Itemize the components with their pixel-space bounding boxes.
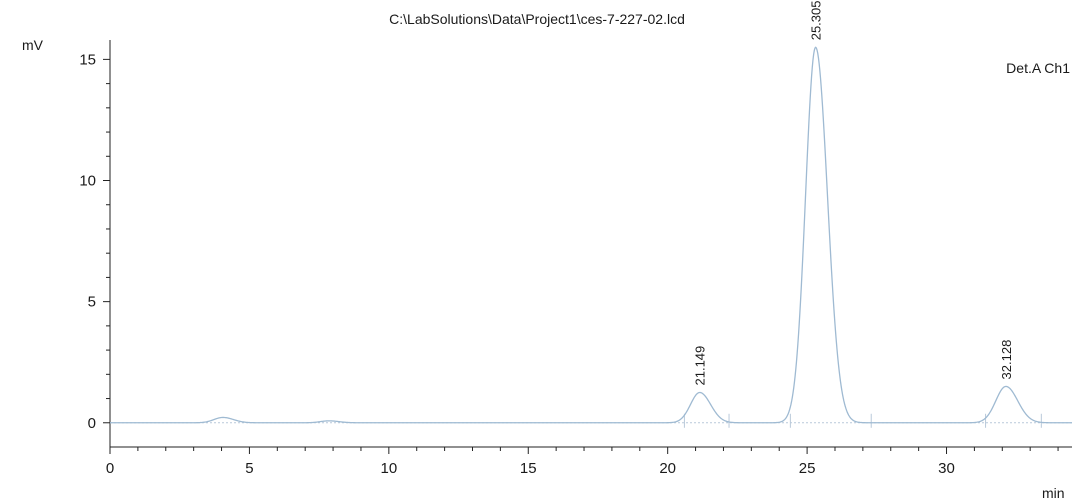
x-tick-label: 30 xyxy=(938,460,955,477)
chart-title: C:\LabSolutions\Data\Project1\ces-7-227-… xyxy=(389,11,685,27)
signal-trace xyxy=(110,46,1072,424)
x-axis-label: min xyxy=(1042,485,1065,500)
y-tick-label: 0 xyxy=(88,415,96,432)
x-tick-label: 20 xyxy=(659,460,676,477)
y-tick-label: 15 xyxy=(79,51,96,68)
x-tick-label: 15 xyxy=(520,460,537,477)
x-tick-label: 5 xyxy=(245,460,253,477)
y-tick-label: 10 xyxy=(79,173,96,190)
x-axis: 0 5 10 15 20 25 30 xyxy=(106,447,1059,477)
peak-label: 25.305 xyxy=(809,1,824,41)
legend-series-label: Det.A Ch1 xyxy=(1006,60,1070,76)
x-tick-label: 10 xyxy=(380,460,397,477)
series-layer xyxy=(110,46,1072,424)
x-tick-label: 25 xyxy=(799,460,816,477)
y-axis-label: mV xyxy=(22,37,44,53)
y-axis: 0 5 10 15 xyxy=(79,51,110,432)
x-tick-label: 0 xyxy=(106,460,114,477)
peak-labels: 21.149 25.305 32.128 xyxy=(693,1,1014,386)
peak-label: 32.128 xyxy=(999,340,1014,380)
y-tick-label: 5 xyxy=(88,294,96,311)
peak-label: 21.149 xyxy=(693,346,708,386)
